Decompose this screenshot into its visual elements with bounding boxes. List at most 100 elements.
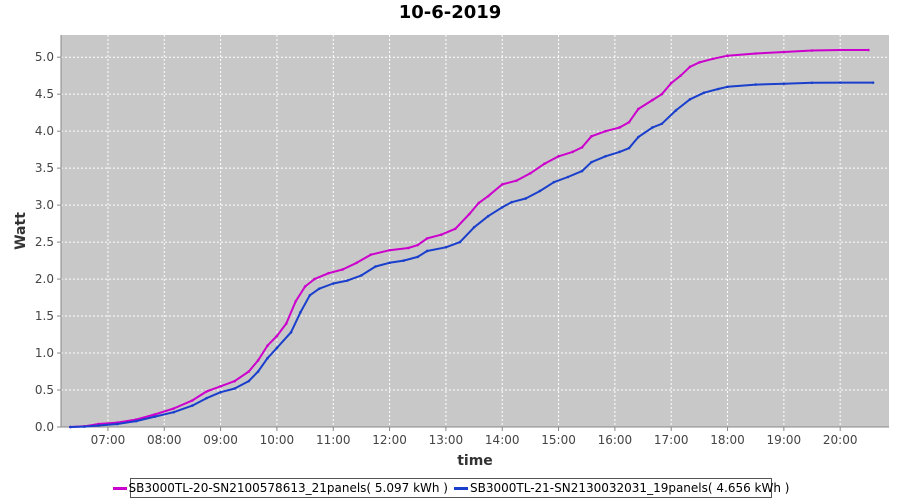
data-point	[726, 54, 729, 58]
data-point	[266, 356, 269, 360]
data-point	[712, 57, 715, 60]
data-point	[529, 172, 532, 175]
y-axis-label: Watt	[13, 212, 29, 250]
data-point	[205, 396, 208, 400]
data-point	[341, 268, 344, 271]
data-point	[604, 154, 607, 158]
x-tick-label: 12:00	[372, 433, 407, 447]
data-point	[651, 126, 654, 129]
data-point	[580, 146, 584, 149]
legend-item: SB3000TL-20-SN2100578613_21panels( 5.097…	[112, 481, 448, 495]
data-point	[838, 48, 842, 52]
data-point	[402, 259, 405, 262]
y-tick-label: 2.0	[35, 272, 54, 286]
data-point	[134, 419, 138, 423]
legend-label: SB3000TL-21-SN2130032031_19panels( 4.656…	[470, 481, 790, 495]
y-tick-label: 1.0	[35, 346, 54, 360]
data-point	[303, 285, 307, 288]
data-point	[674, 109, 678, 112]
y-tick-label: 5.0	[35, 50, 54, 64]
data-point	[500, 206, 504, 209]
data-point	[256, 370, 260, 373]
legend-swatch	[454, 486, 468, 490]
data-point	[172, 407, 175, 410]
data-point	[754, 83, 757, 86]
data-point	[500, 183, 504, 186]
x-tick-label: 17:00	[654, 433, 689, 447]
data-point	[618, 150, 621, 154]
data-point	[571, 150, 574, 154]
data-point	[313, 277, 316, 281]
data-point	[524, 197, 527, 200]
data-point	[627, 120, 631, 124]
data-point	[669, 81, 673, 85]
data-point	[486, 214, 490, 218]
x-tick-label: 20:00	[823, 433, 858, 447]
data-point	[679, 74, 682, 77]
data-point	[688, 65, 692, 69]
data-point	[538, 189, 542, 193]
legend-item: SB3000TL-21-SN2130032031_19panels( 4.656…	[454, 481, 789, 495]
data-point	[698, 61, 701, 64]
data-point	[285, 322, 288, 325]
data-point	[116, 422, 119, 426]
data-point	[369, 253, 373, 256]
data-point	[172, 410, 175, 414]
data-point	[294, 299, 297, 303]
data-point	[233, 387, 236, 390]
data-point	[688, 98, 692, 101]
legend-label: SB3000TL-20-SN2100578613_21panels( 5.097…	[128, 481, 448, 495]
data-point	[308, 294, 312, 297]
y-tick-label: 0.5	[35, 383, 54, 397]
plot-area	[61, 35, 889, 427]
data-point	[472, 226, 476, 229]
data-point	[317, 287, 321, 290]
y-tick-label: 4.0	[35, 124, 54, 138]
data-point	[580, 169, 584, 173]
data-point	[618, 126, 621, 129]
data-point	[266, 344, 269, 347]
data-point	[289, 331, 293, 334]
data-point	[637, 135, 640, 139]
data-point	[604, 129, 607, 133]
data-point	[477, 201, 481, 205]
data-point	[425, 237, 429, 240]
x-tick-label: 08:00	[147, 433, 182, 447]
y-tick-label: 3.0	[35, 198, 54, 212]
y-tick-label: 0.0	[35, 420, 54, 434]
data-point	[458, 240, 462, 244]
data-point	[360, 274, 363, 277]
x-tick-label: 10:00	[260, 433, 295, 447]
series-lines	[69, 48, 875, 429]
legend: SB3000TL-20-SN2100578613_21panels( 5.097…	[112, 478, 789, 498]
data-point	[374, 265, 377, 268]
x-tick-label: 16:00	[598, 433, 633, 447]
data-point	[191, 399, 194, 402]
data-point	[83, 425, 86, 428]
data-point	[153, 415, 157, 418]
data-point	[838, 81, 842, 84]
data-point	[651, 98, 654, 102]
x-tick-label: 18:00	[710, 433, 745, 447]
x-axis-label: time	[457, 453, 493, 469]
x-tick-label: 19:00	[767, 433, 802, 447]
y-tick-label: 3.5	[35, 161, 54, 175]
data-point	[388, 248, 391, 252]
chart-title: 10-6-2019	[398, 2, 502, 23]
data-point	[566, 175, 570, 179]
data-point	[233, 379, 236, 383]
data-point	[453, 227, 457, 231]
data-point	[346, 279, 349, 282]
data-point	[810, 49, 814, 52]
data-point	[407, 246, 410, 250]
data-point	[444, 245, 448, 249]
data-point	[782, 82, 786, 86]
data-point	[191, 404, 194, 407]
data-point	[702, 91, 706, 94]
data-point	[219, 390, 222, 394]
data-point	[590, 135, 593, 138]
data-point	[275, 346, 279, 350]
data-point	[69, 425, 72, 429]
data-point	[97, 424, 100, 427]
data-point	[416, 243, 420, 247]
